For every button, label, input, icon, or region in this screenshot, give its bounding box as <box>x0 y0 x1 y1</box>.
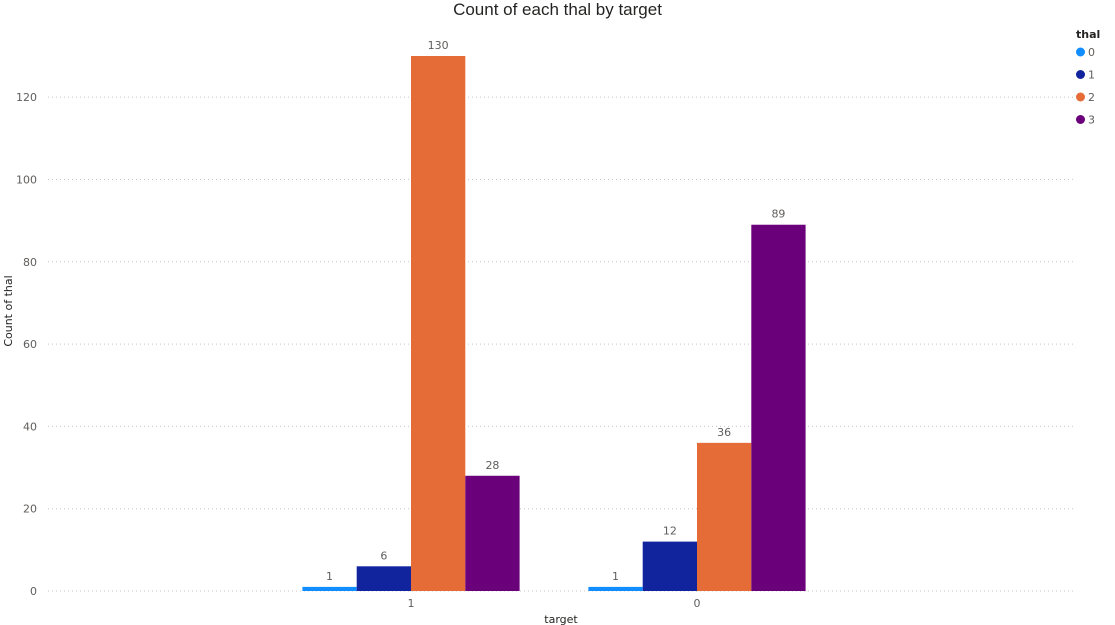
y-tick-label: 0 <box>30 585 37 598</box>
legend-label[interactable]: 0 <box>1088 46 1095 59</box>
legend-label[interactable]: 1 <box>1088 69 1095 82</box>
data-label: 130 <box>428 39 449 52</box>
y-axis-ticks: 0 20 40 60 80 100 120 <box>16 91 37 598</box>
data-labels: 1 6 130 28 1 12 36 89 <box>326 39 785 583</box>
bar-target-1-thal-3[interactable] <box>465 475 520 591</box>
legend-marker <box>1076 47 1085 57</box>
chart-title: Count of each thal by target <box>453 0 662 19</box>
legend: thal 0 1 2 3 <box>1076 28 1100 127</box>
grid-lines <box>48 96 1073 592</box>
legend-title: thal <box>1076 28 1100 41</box>
bar-target-0-thal-1[interactable] <box>642 541 697 591</box>
data-label: 6 <box>380 549 387 562</box>
bars <box>302 56 806 591</box>
legend-marker <box>1076 115 1085 124</box>
data-label: 89 <box>771 208 785 221</box>
y-tick-label: 80 <box>23 256 37 269</box>
legend-marker <box>1076 70 1085 79</box>
bar-target-0-thal-2[interactable] <box>697 442 752 591</box>
legend-label[interactable]: 2 <box>1088 91 1095 104</box>
y-tick-label: 120 <box>16 91 37 104</box>
y-axis-title: Count of thal <box>2 275 15 346</box>
y-tick-label: 60 <box>23 338 37 351</box>
x-axis-title: target <box>544 613 578 625</box>
data-label: 12 <box>663 525 677 538</box>
y-tick-label: 20 <box>23 503 37 516</box>
bar-target-1-thal-0[interactable] <box>302 586 357 591</box>
legend-marker <box>1076 92 1085 102</box>
legend-label[interactable]: 3 <box>1088 114 1095 127</box>
data-label: 1 <box>326 570 333 583</box>
data-label: 28 <box>485 459 499 472</box>
x-tick-label: 0 <box>694 597 701 610</box>
bar-target-0-thal-0[interactable] <box>588 586 643 591</box>
x-tick-label: 1 <box>408 597 415 610</box>
data-label: 1 <box>612 570 619 583</box>
y-tick-label: 40 <box>23 420 37 433</box>
data-label: 36 <box>717 426 731 439</box>
bar-target-1-thal-2[interactable] <box>411 56 466 591</box>
y-tick-label: 100 <box>16 173 37 186</box>
bar-target-1-thal-1[interactable] <box>356 566 411 591</box>
bar-target-0-thal-3[interactable] <box>751 224 806 591</box>
